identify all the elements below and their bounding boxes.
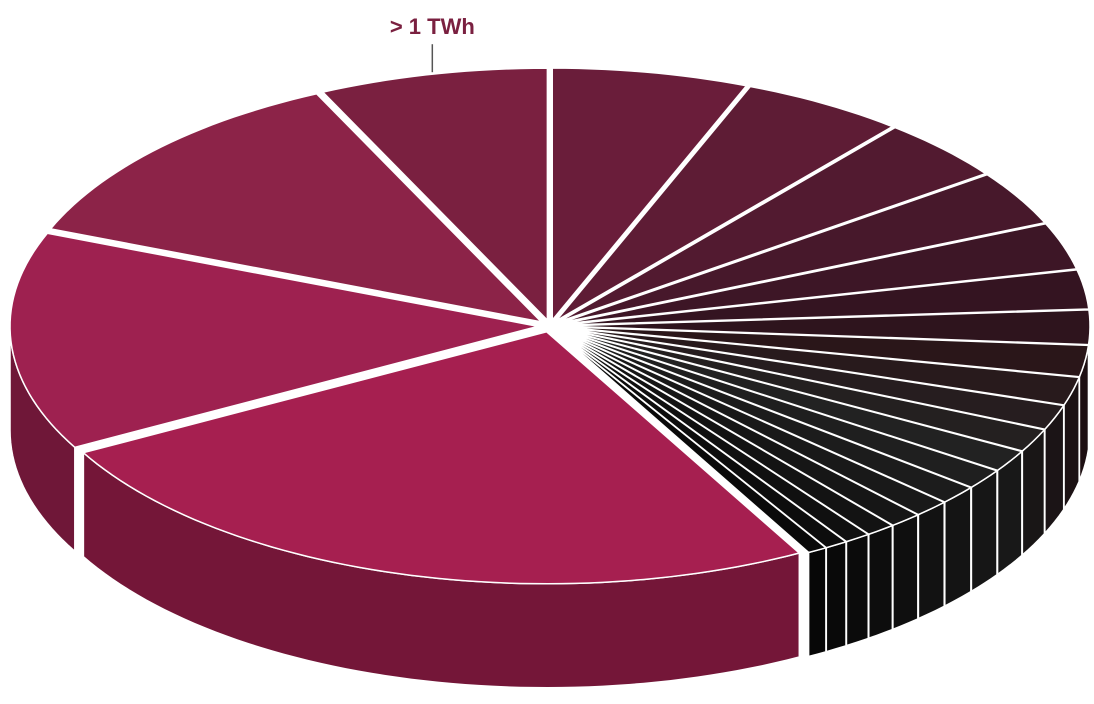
slice-side xyxy=(845,533,870,647)
slice xyxy=(9,232,539,449)
slice xyxy=(561,269,1090,326)
slice xyxy=(321,67,549,322)
slice-side xyxy=(892,513,919,631)
slice xyxy=(551,67,748,323)
slice xyxy=(555,330,828,554)
slice xyxy=(49,93,544,324)
slice-side xyxy=(825,540,847,653)
slice xyxy=(561,309,1091,346)
slice xyxy=(81,330,801,585)
slice xyxy=(558,126,988,323)
slice-side xyxy=(970,469,998,593)
slice xyxy=(560,173,1047,324)
slice-side xyxy=(917,501,945,620)
slice xyxy=(561,326,1081,406)
slice xyxy=(555,85,895,322)
slice-side xyxy=(868,524,894,640)
slice-label: > 1 TWh xyxy=(390,14,475,39)
slice-side xyxy=(944,486,972,608)
slice xyxy=(561,326,1090,378)
slice-side xyxy=(996,449,1023,576)
slice xyxy=(561,222,1078,325)
slice-side xyxy=(807,546,827,658)
